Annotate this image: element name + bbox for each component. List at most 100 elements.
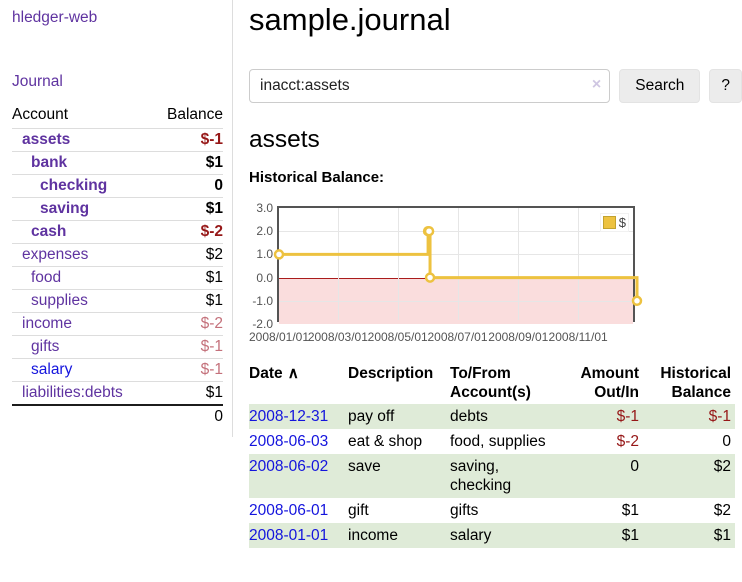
account-link-checking[interactable]: checking <box>40 177 108 194</box>
account-balance: $1 <box>152 381 223 405</box>
series-svg <box>273 225 643 307</box>
amount-column-header: Amount Out/In <box>580 365 639 401</box>
search-button[interactable]: Search <box>619 69 701 103</box>
account-balance: $1 <box>152 266 223 290</box>
transaction-balance: $2 <box>713 502 731 519</box>
account-row-checking: checking 0 <box>12 174 223 198</box>
register-row: 2008-01-01 income salary $1 $1 <box>249 523 735 548</box>
vertical-gridline <box>457 208 459 320</box>
app-window: hledger-web Journal Account Balance asse… <box>0 0 742 548</box>
account-balance: $2 <box>152 243 223 267</box>
x-tick-label: 2008/01/01 <box>248 330 310 344</box>
main-content: sample.journal × Search ? assets Histori… <box>233 0 742 548</box>
transaction-accounts: debts <box>450 408 488 425</box>
sort-ascending-icon: ∧ <box>287 365 299 382</box>
legend-swatch-icon <box>602 216 616 229</box>
transaction-description: pay off <box>348 408 395 425</box>
date-column-header[interactable]: Date ∧ <box>249 365 299 382</box>
transaction-date-link[interactable]: 2008-12-31 <box>249 408 329 425</box>
help-button[interactable]: ? <box>709 69 742 103</box>
chart-title: Historical Balance: <box>249 169 385 186</box>
accounts-balance-table: Account Balance assets $-1 bank $1 check… <box>12 104 223 428</box>
account-balance: 0 <box>152 174 223 198</box>
account-link-assets[interactable]: assets <box>22 131 71 148</box>
y-tick-label: 0.0 <box>256 270 273 285</box>
transaction-accounts: salary <box>450 527 492 544</box>
account-column-header: Account <box>12 106 69 123</box>
account-row-cash: cash $-2 <box>12 220 223 244</box>
account-row-expenses: expenses $2 <box>12 243 223 267</box>
transaction-balance: 0 <box>722 433 731 450</box>
account-link-saving[interactable]: saving <box>40 200 90 217</box>
data-point-marker <box>423 225 435 237</box>
account-link-food[interactable]: food <box>31 269 62 286</box>
data-point-marker <box>631 295 643 307</box>
transaction-balance: $2 <box>713 458 731 475</box>
search-input[interactable] <box>249 69 611 103</box>
account-balance: $-2 <box>152 312 223 336</box>
register-row: 2008-06-02 save saving, checking 0 $2 <box>249 454 735 498</box>
y-tick-label: -2.0 <box>252 317 273 331</box>
account-link-liabilities-debts[interactable]: liabilities:debts <box>22 384 123 401</box>
app-title-link[interactable]: hledger-web <box>12 9 98 26</box>
account-link-supplies[interactable]: supplies <box>31 292 88 309</box>
y-tick-label: 1.0 <box>256 247 273 262</box>
account-row-food: food $1 <box>12 266 223 290</box>
register-row: 2008-06-01 gift gifts $1 $2 <box>249 498 735 523</box>
account-link-bank[interactable]: bank <box>31 154 68 171</box>
transaction-description: eat & shop <box>348 433 423 450</box>
horizontal-gridline <box>279 254 633 256</box>
horizontal-gridline <box>279 231 633 233</box>
transaction-date-link[interactable]: 2008-01-01 <box>249 527 329 544</box>
transaction-accounts: gifts <box>450 502 479 519</box>
account-link-cash[interactable]: cash <box>31 223 67 240</box>
account-balance: $1 <box>152 289 223 313</box>
account-link-expenses[interactable]: expenses <box>22 246 89 263</box>
data-point-marker <box>424 272 436 283</box>
account-row-gifts: gifts $-1 <box>12 335 223 359</box>
balance-column-header: Balance <box>166 106 223 123</box>
accounts-total-value: 0 <box>152 404 223 428</box>
y-tick-label: 3.0 <box>256 201 273 215</box>
vertical-gridline <box>518 208 520 320</box>
x-tick-label: 2008/09/01 <box>488 330 549 344</box>
account-link-salary[interactable]: salary <box>31 361 73 378</box>
account-row-supplies: supplies $1 <box>12 289 223 313</box>
account-row-assets: assets $-1 <box>12 128 223 152</box>
accounts-header-row: Account Balance <box>12 104 223 129</box>
transaction-description: save <box>348 458 381 475</box>
account-row-liabilities-debts: liabilities:debts $1 <box>12 381 223 405</box>
transaction-description: gift <box>348 502 369 519</box>
accounts-column-header: To/From Account(s) <box>450 365 531 401</box>
transaction-amount: $1 <box>621 527 639 544</box>
account-link-gifts[interactable]: gifts <box>31 338 60 355</box>
transaction-date-link[interactable]: 2008-06-01 <box>249 502 329 519</box>
search-bar: × Search ? <box>249 69 742 103</box>
account-link-income[interactable]: income <box>22 315 72 332</box>
transaction-description: income <box>348 527 398 544</box>
sidebar: hledger-web Journal Account Balance asse… <box>0 0 233 437</box>
transaction-amount: $1 <box>621 502 639 519</box>
x-tick-label: 2008/03/01 <box>307 330 368 344</box>
series-line <box>279 229 639 301</box>
register-table: Date ∧ Description To/From Account(s) Amo… <box>249 362 735 548</box>
transaction-accounts: saving, checking <box>450 458 512 494</box>
y-tick-label: 2.0 <box>256 224 273 239</box>
account-row-income: income $-2 <box>12 312 223 336</box>
account-heading: assets <box>249 126 320 153</box>
transaction-amount: 0 <box>630 458 639 475</box>
transaction-accounts: food, supplies <box>450 433 546 450</box>
vertical-gridline <box>397 208 399 320</box>
register-header-row: Date ∧ Description To/From Account(s) Amo… <box>249 362 735 404</box>
transaction-amount: $-2 <box>616 433 639 450</box>
transaction-date-link[interactable]: 2008-06-02 <box>249 458 329 475</box>
x-tick-label: 2008/07/01 <box>427 330 488 344</box>
transaction-date-link[interactable]: 2008-06-03 <box>249 433 329 450</box>
x-tick-label: 2008/05/01 <box>367 330 428 344</box>
account-balance: $1 <box>152 151 223 175</box>
description-column-header: Description <box>348 365 434 382</box>
sidebar-item-journal[interactable]: Journal <box>12 73 63 90</box>
clear-search-icon[interactable]: × <box>591 76 602 93</box>
balance-column-header: Historical Balance <box>660 365 731 401</box>
legend-label: $ <box>618 215 626 230</box>
